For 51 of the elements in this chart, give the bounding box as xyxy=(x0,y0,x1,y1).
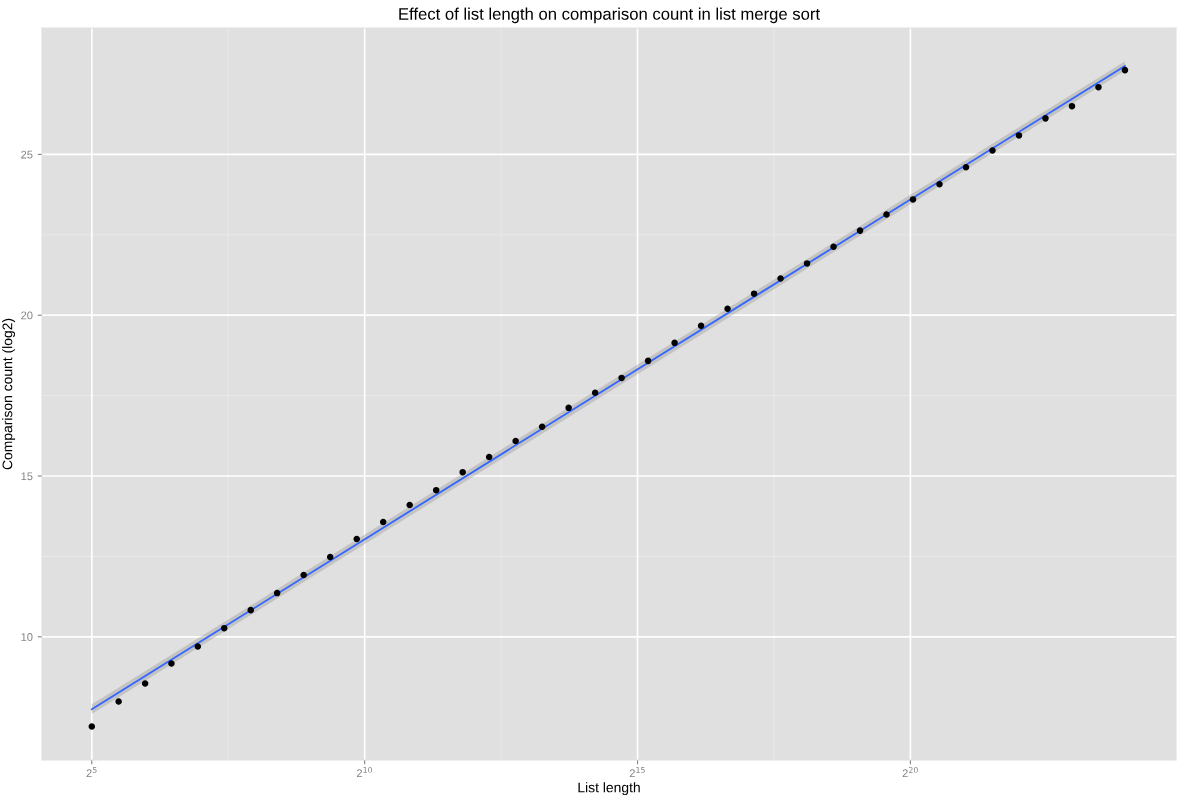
point xyxy=(909,196,917,203)
point xyxy=(1068,102,1076,110)
point xyxy=(777,275,784,282)
y-tick-label: 15 xyxy=(21,472,33,481)
point xyxy=(194,643,202,650)
point xyxy=(353,535,360,543)
point xyxy=(326,553,334,561)
point xyxy=(830,243,837,250)
x-tick-label: 2$^{10}$ xyxy=(356,766,373,777)
point xyxy=(406,501,413,509)
point xyxy=(697,322,705,330)
point xyxy=(1121,66,1129,74)
point xyxy=(273,589,281,597)
point xyxy=(565,404,572,412)
point xyxy=(936,181,943,188)
x-tick-label: 2$^{20}$ xyxy=(902,766,918,777)
point xyxy=(538,423,546,431)
point xyxy=(379,518,387,526)
point xyxy=(115,698,122,705)
x-tick-label: 2$^{15}$ xyxy=(629,767,645,777)
point xyxy=(724,305,731,313)
y-axis-title: Comparison count (log2) xyxy=(2,318,16,470)
point xyxy=(88,723,96,730)
x-axis-title: List length xyxy=(578,782,640,796)
point xyxy=(1095,83,1102,91)
point xyxy=(803,260,811,267)
point xyxy=(1015,132,1023,139)
point xyxy=(220,624,228,632)
chart-title: Effect of list length on comparison count in list merge sort xyxy=(399,7,820,24)
point xyxy=(432,486,440,494)
point xyxy=(485,453,493,461)
point xyxy=(644,357,652,365)
point xyxy=(459,468,466,476)
point xyxy=(1042,115,1049,122)
point xyxy=(750,290,758,297)
y-tick-label: 10 xyxy=(21,633,33,641)
y-tick-label: 20 xyxy=(21,311,33,320)
point xyxy=(989,147,996,154)
x-tick-label: 2$^{5}$ xyxy=(86,767,97,777)
point xyxy=(168,660,175,667)
point xyxy=(141,680,149,687)
point xyxy=(962,164,970,171)
point xyxy=(591,389,599,396)
point xyxy=(883,211,890,218)
point xyxy=(618,374,625,382)
point xyxy=(512,437,519,445)
point xyxy=(856,227,864,234)
point xyxy=(300,571,307,579)
point xyxy=(671,339,678,347)
y-tick-label: 25 xyxy=(21,150,33,159)
point xyxy=(247,606,255,614)
